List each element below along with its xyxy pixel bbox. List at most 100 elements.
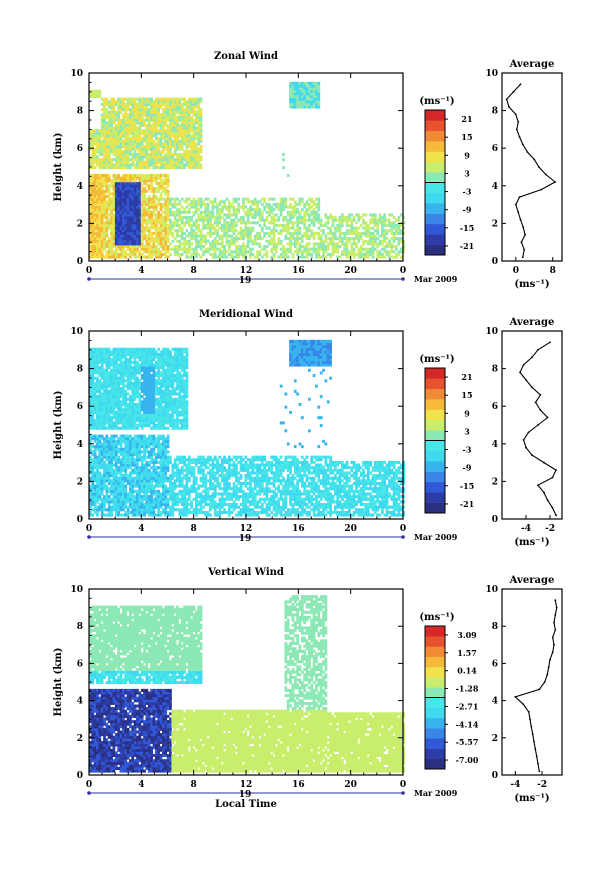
y-tick-label: 6 [77, 659, 83, 669]
colorbar-swatch [425, 182, 445, 194]
colorbar-swatch [425, 656, 445, 668]
x-tick-label: 20 [344, 780, 357, 790]
colorbar-tick-label: -21 [460, 241, 474, 251]
profile-line [519, 341, 557, 516]
y-tick-label: 10 [70, 327, 83, 337]
colorbar-swatch [425, 502, 445, 514]
y-tick-label: 4 [77, 440, 83, 450]
x-tick-label: 4 [138, 524, 144, 534]
x-tick-label: 20 [344, 266, 357, 276]
y-tick-label: 10 [70, 69, 83, 79]
colorbar-tick-label: 15 [461, 390, 472, 400]
profile-y-tick-label: 2 [492, 477, 498, 487]
colorbar-swatch [425, 409, 445, 421]
colorbar-tick-label: 21 [461, 372, 472, 382]
colorbar-tick-label: -15 [460, 223, 474, 233]
day-bar-start [87, 535, 91, 539]
chart-title: Meridional Wind [199, 309, 293, 320]
profile-frame [501, 72, 563, 262]
colorbar-unit: (ms⁻¹) [419, 96, 454, 107]
profile-y-tick-label: 6 [492, 402, 498, 412]
colorbar-swatch [425, 666, 445, 678]
colorbar-swatch [425, 707, 445, 719]
profile-frame [501, 588, 563, 776]
colorbar-swatch [425, 430, 445, 441]
y-tick-label: 2 [77, 477, 83, 487]
heatmap-field [89, 595, 405, 773]
colorbar-tick-label: -3 [463, 187, 472, 197]
profile-y-tick-label: 4 [492, 182, 498, 192]
colorbar-swatch [425, 738, 445, 749]
profile-x-tick-label: 0 [513, 266, 519, 276]
profile-x-tick-label: -2 [537, 780, 547, 790]
colorbar-swatch [425, 748, 445, 760]
average-profile: Average 0 2 4 6 8 10 -4 -2 (ms⁻¹) [485, 317, 563, 548]
colorbar-swatch [425, 419, 445, 431]
colorbar-unit: (ms⁻¹) [419, 612, 454, 623]
colorbar-swatch [425, 492, 445, 503]
profile-y-tick-label: 4 [492, 440, 498, 450]
colorbar-unit: (ms⁻¹) [419, 354, 454, 365]
colorbar-swatch [425, 481, 445, 493]
colorbar-tick-label: 3 [464, 168, 470, 178]
profile-y-tick-label: 6 [492, 659, 498, 669]
profile-y-tick-label: 0 [492, 771, 498, 781]
profile-x-tick-label: -4 [510, 780, 520, 790]
colorbar-tick-label: 0.14 [457, 666, 477, 676]
x-tick-label: 20 [344, 524, 357, 534]
x-tick-label: 16 [292, 524, 305, 534]
colorbar-swatch [425, 130, 445, 142]
colorbar-tick-label: 21 [461, 114, 472, 124]
colorbar-swatch [425, 213, 445, 225]
colorbar-tick-label: 9 [464, 150, 470, 160]
x-tick-label: 0 [400, 780, 406, 790]
colorbar-swatch [425, 192, 445, 204]
date-label: Mar 2009 [414, 532, 458, 542]
profile-y-tick-label: 2 [492, 734, 498, 744]
colorbar-swatch [425, 697, 445, 709]
x-tick-label: 16 [292, 266, 305, 276]
x-tick-label: 12 [240, 780, 253, 790]
x-tick-label: 12 [240, 266, 253, 276]
colorbar-tick-label: -5.57 [456, 737, 479, 747]
profile-title: Average [509, 59, 555, 70]
x-tick-label: 0 [86, 266, 92, 276]
day-label: 19 [239, 790, 252, 800]
day-label: 19 [239, 534, 252, 544]
y-tick-label: 8 [77, 365, 83, 375]
profile-y-tick-label: 4 [492, 697, 498, 707]
average-profile: Average 0 2 4 6 8 10 -4 -2 (ms⁻¹) [485, 575, 563, 804]
profile-title: Average [509, 317, 555, 328]
profile-y-tick-label: 2 [492, 219, 498, 229]
colorbar-swatch [425, 141, 445, 152]
colorbar-swatch [425, 677, 445, 688]
profile-x-tick-label: -4 [521, 524, 531, 534]
colorbar-swatch [425, 626, 445, 637]
colorbar-swatch [425, 636, 445, 647]
x-tick-label: 0 [400, 266, 406, 276]
heatmap-field [89, 81, 405, 259]
y-tick-label: 6 [77, 144, 83, 154]
day-bar-end [401, 535, 405, 539]
heatmap-field [89, 339, 405, 517]
colorbar-tick-label: 3.09 [457, 630, 477, 640]
y-tick-label: 0 [77, 515, 83, 525]
x-tick-label: 4 [138, 780, 144, 790]
x-tick-label: 16 [292, 780, 305, 790]
colorbar-tick-label: -9 [463, 205, 472, 215]
colorbar-swatch [425, 461, 445, 472]
colorbar-tick-label: -3 [463, 445, 472, 455]
colorbar-tick-label: 9 [464, 408, 470, 418]
colorbar-tick-label: -7.00 [456, 755, 479, 765]
x-tick-label: 0 [86, 524, 92, 534]
x-tick-label: 8 [191, 524, 197, 534]
x-tick-label: 8 [191, 266, 197, 276]
day-label: 19 [239, 276, 252, 286]
y-axis-label: Height (km) [53, 648, 64, 717]
colorbar-swatch [425, 399, 445, 410]
y-tick-label: 4 [77, 182, 83, 192]
day-bar-end [401, 277, 405, 281]
